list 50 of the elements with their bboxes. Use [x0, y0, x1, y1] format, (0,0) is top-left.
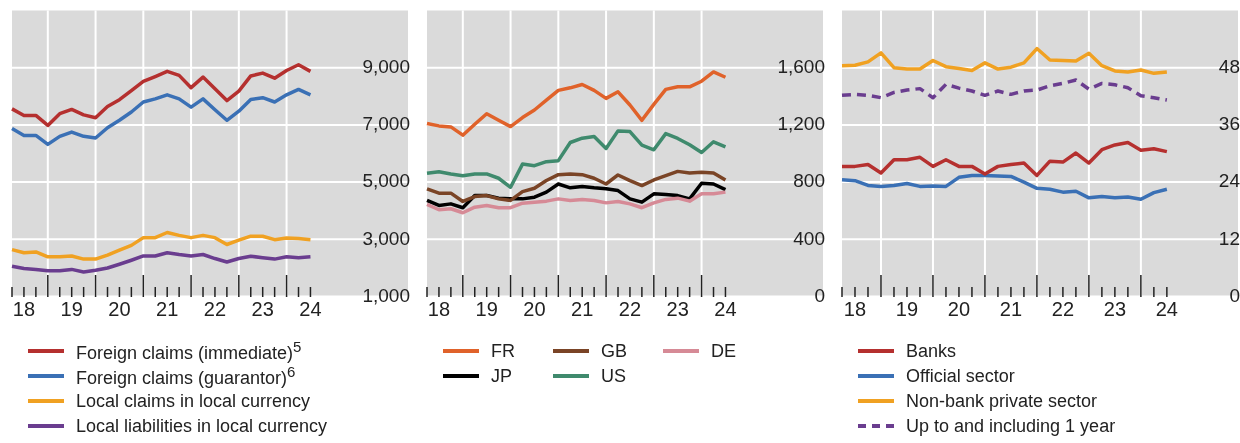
x-tick-label: 19: [60, 298, 83, 321]
legend-label: Banks: [906, 340, 957, 362]
legend-label: FR: [491, 340, 515, 362]
legend-label: Foreign claims (immediate)$^{5}$: [76, 338, 302, 364]
x-tick-label: 18: [843, 298, 867, 321]
legend-label: Local liabilities in local currency: [76, 415, 328, 437]
y-tick-label: 5,000: [362, 170, 410, 192]
x-tick-label: 20: [523, 298, 546, 321]
legend-label: Non-bank private sector: [906, 390, 1098, 412]
x-tick-label: 21: [156, 298, 179, 321]
legend-label: Foreign claims (guarantor)$^{6}$: [76, 363, 296, 389]
y-tick-label: 1,600: [777, 55, 825, 77]
x-tick-label: 23: [251, 298, 274, 321]
y-tick-label: 7,000: [362, 113, 410, 135]
legend-label: Official sector: [906, 365, 1015, 387]
x-tick-label: 18: [12, 298, 36, 321]
legend-label: JP: [491, 365, 513, 387]
y-tick-label: 0: [1229, 284, 1240, 306]
legend-label: GB: [601, 340, 628, 362]
y-tick-label: 400: [793, 227, 825, 249]
y-tick-label: 36: [1218, 113, 1240, 135]
y-tick-label: 24: [1218, 170, 1240, 192]
x-tick-label: 19: [475, 298, 498, 321]
x-tick-label: 22: [618, 298, 642, 321]
y-tick-label: 9,000: [362, 55, 410, 77]
y-tick-label: 1,000: [362, 284, 410, 306]
x-tick-label: 24: [299, 298, 322, 321]
legend-label: Local claims in local currency: [76, 390, 311, 412]
x-tick-label: 24: [714, 298, 737, 321]
x-tick-label: 23: [1103, 298, 1127, 321]
y-tick-label: 3,000: [362, 227, 410, 249]
x-tick-label: 24: [1155, 298, 1178, 321]
legend-label: DE: [711, 340, 737, 362]
x-tick-label: 20: [947, 298, 971, 321]
x-tick-label: 20: [108, 298, 131, 321]
y-tick-label: 1,200: [777, 113, 825, 135]
y-tick-label: 0: [814, 284, 825, 306]
x-tick-label: 22: [1051, 298, 1075, 321]
x-tick-label: 22: [203, 298, 227, 321]
x-tick-label: 18: [427, 298, 451, 321]
y-tick-label: 800: [793, 170, 825, 192]
y-tick-label: 48: [1218, 55, 1240, 77]
x-tick-label: 23: [666, 298, 689, 321]
x-tick-label: 19: [895, 298, 919, 321]
legend-label: Up to and including 1 year: [906, 415, 1116, 437]
y-tick-label: 12: [1218, 227, 1240, 249]
x-tick-label: 21: [999, 298, 1023, 321]
x-tick-label: 21: [571, 298, 594, 321]
legend-label: US: [601, 365, 627, 387]
line-series: [840, 78, 1169, 102]
